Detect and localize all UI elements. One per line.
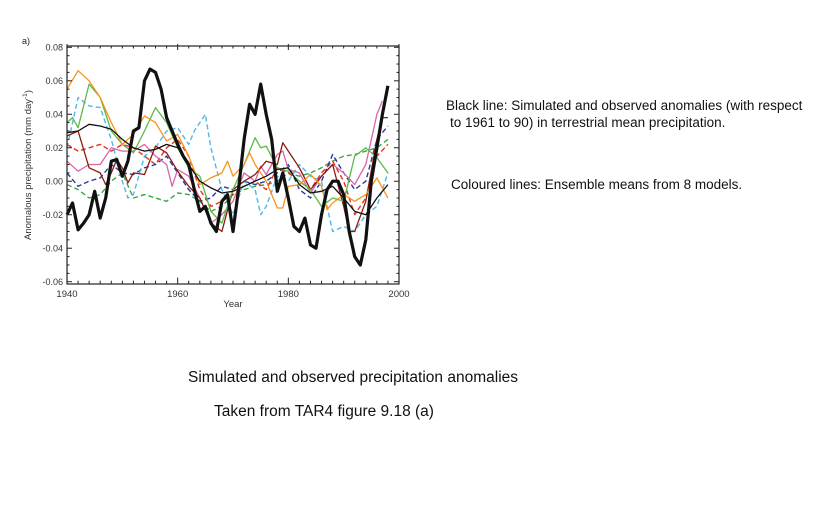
series-simulated-mean <box>66 123 389 216</box>
y-tick-label: 0.04 <box>45 110 63 120</box>
y-tick-label: -0.02 <box>42 210 63 220</box>
series-model-navy-dashed <box>66 125 389 202</box>
black-line-note-line1: Black line: Simulated and observed anoma… <box>446 98 803 113</box>
series-observed <box>65 67 390 267</box>
caption-source: Taken from TAR4 figure 9.18 (a) <box>214 403 434 420</box>
series-model-lightblue-dashed <box>66 96 389 233</box>
precipitation-chart: a) 1940 1960 1980 2000 -0.06 -0.04 -0.02 0.00 0.… <box>22 36 410 310</box>
caption-title: Simulated and observed precipitation ano… <box>188 369 519 386</box>
ticks-layer: 1940 1960 1980 2000 -0.06 -0.04 -0.02 0.00 0.02 0… <box>42 43 409 300</box>
y-tick-label: 0.02 <box>45 143 63 153</box>
y-axis-title: Anomalous precipitation (mm day-1) <box>22 90 34 240</box>
plot-frame <box>66 45 400 285</box>
x-tick-label: 2000 <box>388 289 409 300</box>
series-layer <box>65 67 390 267</box>
x-tick-label: 1960 <box>167 289 188 300</box>
x-axis-title: Year <box>223 299 242 310</box>
y-tick-label: -0.04 <box>42 244 63 254</box>
x-tick-label: 1980 <box>278 289 299 300</box>
y-tick-label: 0.08 <box>45 43 63 53</box>
y-tick-label: -0.06 <box>42 277 63 287</box>
x-tick-label: 1940 <box>56 289 77 300</box>
black-line-note-line2: to 1961 to 90) in terrestrial mean preci… <box>450 115 726 130</box>
coloured-lines-note: Coloured lines: Ensemble means from 8 mo… <box>451 177 743 192</box>
y-axis-title-close: ) <box>23 90 34 93</box>
y-tick-label: 0.00 <box>45 177 63 187</box>
y-tick-label: 0.06 <box>45 76 63 86</box>
panel-label: a) <box>22 36 30 46</box>
y-axis-title-sup: -1 <box>22 93 29 99</box>
series-model-pink <box>66 100 384 224</box>
series-model-green <box>66 83 389 224</box>
series-model-red-dashed <box>66 138 389 216</box>
black-line-note: Black line: Simulated and observed anoma… <box>446 97 802 131</box>
y-axis-title-main: Anomalous precipitation (mm day <box>23 99 34 240</box>
series-model-orange <box>66 70 389 211</box>
